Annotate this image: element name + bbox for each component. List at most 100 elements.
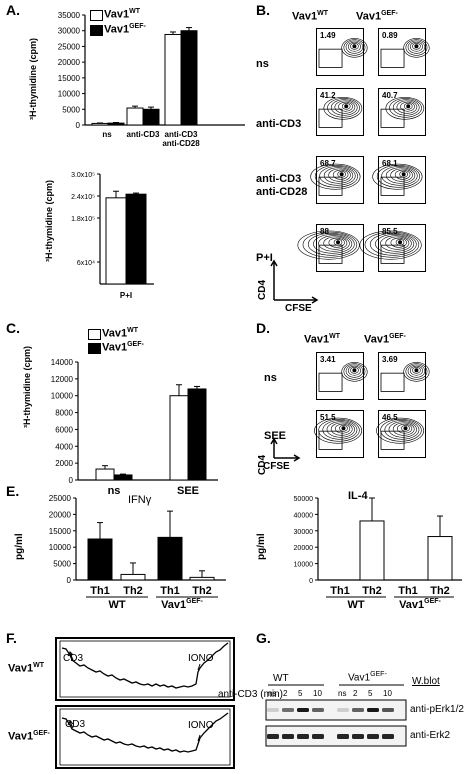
y-tick-label: 20000 (294, 545, 314, 552)
contour (385, 167, 416, 184)
x-tick-label: P+I (120, 291, 132, 300)
contour (343, 363, 366, 380)
b-row-label-pi: P+I (256, 252, 273, 264)
contour-core (341, 426, 346, 431)
bar (87, 538, 113, 581)
gate-percent: 3.69 (382, 355, 398, 364)
b-row-label-cd3b: anti-CD3 (256, 173, 302, 185)
flow-plot-svg (318, 362, 368, 392)
y-tick-label: 20000 (58, 58, 81, 67)
contour (328, 168, 351, 182)
contour (310, 163, 361, 190)
flow-plot: 88 (297, 224, 364, 272)
y-tick-label: 20000 (49, 510, 72, 519)
contour (364, 231, 420, 258)
x-tick-label: ns (108, 485, 121, 497)
y-tick-label: 2000 (55, 459, 73, 468)
y-tick-label: 0 (309, 578, 313, 585)
legend-swatch-gef (90, 25, 103, 36)
contour (314, 417, 363, 444)
band-erk (367, 734, 379, 739)
flow-plot-svg (314, 417, 363, 450)
x-tick-label: Th2 (362, 585, 382, 597)
x-tick-label: SEE (177, 485, 199, 497)
contour (390, 237, 407, 248)
y-tick-label: 1.8x10⁵ (71, 216, 95, 223)
contour (341, 102, 351, 110)
contour (343, 39, 366, 56)
flow-plot-svg (380, 362, 430, 392)
contour (328, 237, 345, 248)
contour (409, 41, 423, 52)
b-header-wt: Vav1WT (292, 10, 328, 23)
contour (407, 364, 426, 378)
x-tick-label: Th2 (192, 585, 212, 597)
lane-label: ns (268, 689, 277, 698)
contour (339, 424, 348, 432)
y-tick-label: 25000 (49, 494, 72, 503)
contour-core (336, 240, 341, 245)
c-legend-label-wt: Vav1WT (102, 327, 138, 340)
contour (326, 421, 355, 438)
gate (380, 372, 405, 392)
gate-percent: 68.1 (382, 159, 398, 168)
flow-plot-svg (372, 163, 423, 196)
x-tick-label: anti-CD3 (127, 130, 160, 139)
band-perk (312, 708, 324, 712)
legend-label-gef: Vav1GEF- (104, 23, 146, 36)
contour (397, 423, 413, 434)
gate-percent: 46.5 (382, 413, 398, 422)
contour (347, 41, 361, 52)
contour (372, 163, 423, 190)
contour (330, 422, 353, 436)
calcium-trace-gef (61, 712, 229, 753)
gate-percent: 68.7 (320, 159, 336, 168)
flow-plot-svg (297, 230, 360, 264)
panel-label-a: A. (6, 2, 20, 18)
panel-label-f: F. (6, 630, 17, 646)
contour (359, 230, 422, 260)
contour (400, 101, 415, 112)
contour (385, 236, 410, 250)
contour-core (339, 172, 344, 177)
contour-core (403, 426, 408, 431)
band-erk (312, 734, 324, 739)
contour (341, 362, 368, 382)
flow-plot-svg (376, 417, 425, 450)
f-label-gef: Vav1GEF- (8, 730, 50, 743)
band-perk (297, 708, 309, 712)
d-row-label-ns: ns (264, 372, 277, 384)
y-tick-label: 10000 (49, 543, 72, 552)
f-iono-annot-wt: IONO (188, 653, 214, 664)
gate (380, 430, 405, 450)
d-header-wt: Vav1WT (304, 333, 340, 346)
bar (157, 536, 183, 581)
g-row-label: anti-CD3 (min) (218, 689, 284, 700)
contour (327, 98, 360, 118)
contour (297, 230, 360, 260)
gate (318, 48, 343, 68)
contour (380, 235, 412, 252)
y-tick-label: 15000 (49, 527, 72, 536)
band-perk (367, 708, 379, 712)
flow-plot-svg (318, 96, 363, 128)
contour (399, 170, 408, 178)
band-perk (382, 708, 394, 712)
g-group-wt: WT (273, 673, 289, 684)
legend-swatch-wt (90, 10, 103, 21)
calcium-trace-wt (61, 642, 229, 689)
contour (335, 423, 351, 434)
band-erk (297, 734, 309, 739)
y-tick-label: 2.4x10⁵ (71, 194, 95, 201)
contour (313, 234, 353, 254)
contour (405, 39, 428, 56)
lane-label: 2 (353, 689, 358, 698)
contour-core (414, 44, 419, 49)
panel-label-b: B. (256, 2, 270, 18)
contour (375, 234, 415, 254)
band-erk (352, 734, 364, 739)
